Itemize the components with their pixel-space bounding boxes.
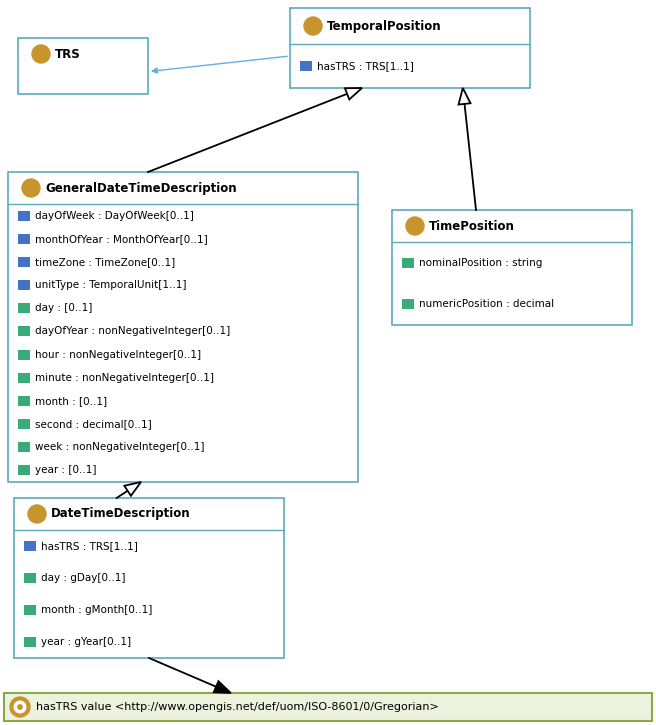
Text: nominalPosition : string: nominalPosition : string [419, 258, 543, 268]
Bar [18, 303, 30, 313]
Text: TimePosition: TimePosition [429, 220, 515, 233]
Bar [18, 257, 30, 267]
Bar [24, 541, 36, 551]
Circle shape [28, 505, 46, 523]
Bar [18, 38, 148, 94]
Bar [402, 299, 414, 310]
Bar [18, 210, 30, 220]
Text: hasTRS value <http://www.opengis.net/def/uom/ISO-8601/0/Gregorian>: hasTRS value <http://www.opengis.net/def… [36, 702, 439, 712]
Circle shape [32, 45, 50, 63]
Text: numericPosition : decimal: numericPosition : decimal [419, 299, 554, 310]
Bar [24, 573, 36, 583]
Text: DateTimeDescription: DateTimeDescription [51, 507, 191, 521]
Text: timeZone : TimeZone[0..1]: timeZone : TimeZone[0..1] [35, 257, 175, 267]
Bar [24, 637, 36, 647]
Circle shape [406, 217, 424, 235]
Text: hasTRS : TRS[1..1]: hasTRS : TRS[1..1] [41, 541, 138, 551]
Bar [18, 442, 30, 452]
Text: minute : nonNegativeInteger[0..1]: minute : nonNegativeInteger[0..1] [35, 373, 214, 383]
Bar [18, 349, 30, 360]
Text: year : gYear[0..1]: year : gYear[0..1] [41, 637, 131, 647]
Text: hasTRS : TRS[1..1]: hasTRS : TRS[1..1] [317, 61, 414, 71]
Text: TRS: TRS [55, 48, 81, 60]
Bar [4, 693, 652, 721]
Bar [14, 498, 284, 658]
Circle shape [304, 17, 322, 35]
Bar [8, 172, 358, 482]
Text: day : [0..1]: day : [0..1] [35, 303, 92, 313]
Text: month : gMonth[0..1]: month : gMonth[0..1] [41, 605, 152, 615]
Circle shape [22, 179, 40, 197]
Text: week : nonNegativeInteger[0..1]: week : nonNegativeInteger[0..1] [35, 442, 205, 452]
Bar [18, 396, 30, 406]
Text: TemporalPosition: TemporalPosition [327, 20, 441, 33]
Circle shape [14, 701, 26, 713]
Text: dayOfYear : nonNegativeInteger[0..1]: dayOfYear : nonNegativeInteger[0..1] [35, 326, 230, 336]
Text: monthOfYear : MonthOfYear[0..1]: monthOfYear : MonthOfYear[0..1] [35, 233, 208, 244]
Bar [18, 419, 30, 429]
Polygon shape [125, 482, 141, 496]
Text: year : [0..1]: year : [0..1] [35, 465, 96, 476]
Text: unitType : TemporalUnit[1..1]: unitType : TemporalUnit[1..1] [35, 280, 186, 290]
Text: dayOfWeek : DayOfWeek[0..1]: dayOfWeek : DayOfWeek[0..1] [35, 210, 194, 220]
Polygon shape [459, 88, 470, 104]
Text: day : gDay[0..1]: day : gDay[0..1] [41, 573, 125, 583]
Bar [290, 8, 530, 88]
Text: hour : nonNegativeInteger[0..1]: hour : nonNegativeInteger[0..1] [35, 349, 201, 360]
Polygon shape [214, 682, 231, 693]
Bar [24, 605, 36, 615]
Bar [392, 210, 632, 325]
Text: second : decimal[0..1]: second : decimal[0..1] [35, 419, 152, 429]
Text: month : [0..1]: month : [0..1] [35, 396, 107, 406]
Bar [18, 465, 30, 476]
Bar [18, 280, 30, 290]
Circle shape [18, 705, 22, 709]
Bar [18, 233, 30, 244]
Polygon shape [345, 88, 362, 99]
Bar [402, 258, 414, 268]
Bar [300, 61, 312, 71]
Circle shape [10, 697, 30, 717]
Bar [18, 326, 30, 336]
Bar [18, 373, 30, 383]
Text: GeneralDateTimeDescription: GeneralDateTimeDescription [45, 181, 237, 194]
